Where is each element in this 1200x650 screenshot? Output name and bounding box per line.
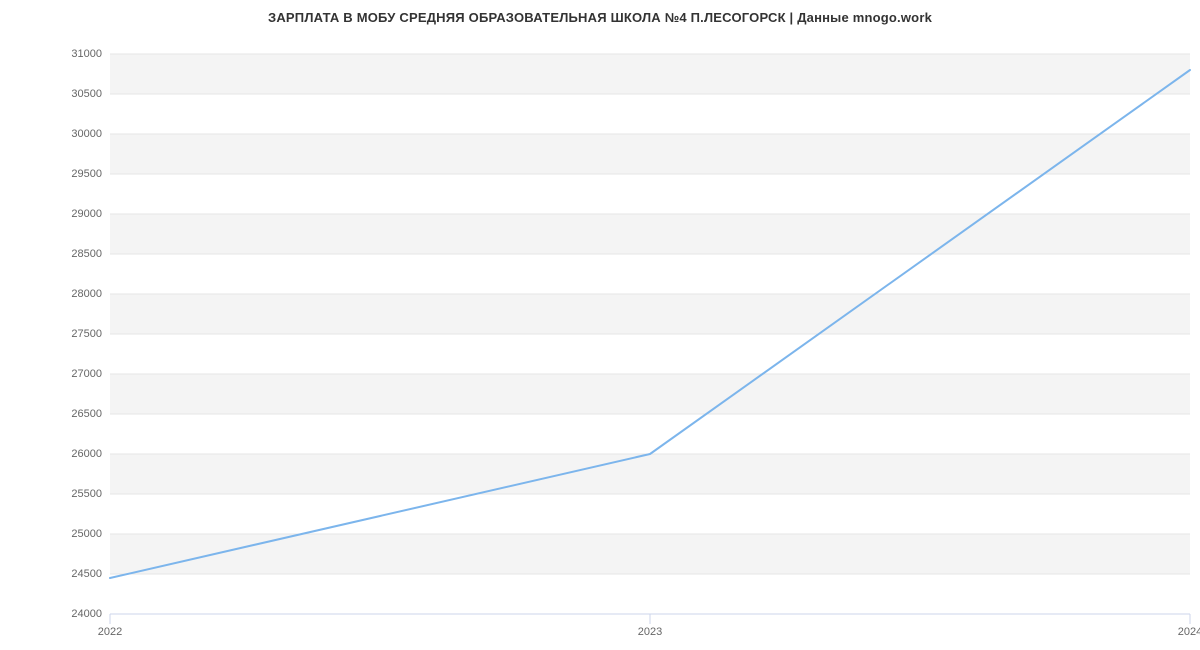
- y-tick-label: 25500: [52, 488, 102, 500]
- y-tick-label: 29500: [52, 168, 102, 180]
- y-tick-label: 24000: [52, 608, 102, 620]
- chart-title: ЗАРПЛАТА В МОБУ СРЕДНЯЯ ОБРАЗОВАТЕЛЬНАЯ …: [0, 10, 1200, 25]
- y-tick-label: 27000: [52, 368, 102, 380]
- y-tick-label: 28500: [52, 248, 102, 260]
- y-tick-label: 30000: [52, 128, 102, 140]
- y-tick-label: 29000: [52, 208, 102, 220]
- y-tick-label: 26500: [52, 408, 102, 420]
- y-tick-label: 28000: [52, 288, 102, 300]
- x-tick-label: 2024: [1178, 626, 1200, 638]
- salary-chart: ЗАРПЛАТА В МОБУ СРЕДНЯЯ ОБРАЗОВАТЕЛЬНАЯ …: [0, 0, 1200, 650]
- y-tick-label: 26000: [52, 448, 102, 460]
- y-tick-label: 27500: [52, 328, 102, 340]
- y-tick-label: 24500: [52, 568, 102, 580]
- y-tick-label: 31000: [52, 48, 102, 60]
- x-tick-label: 2023: [638, 626, 662, 638]
- chart-plot-area: [0, 0, 1200, 650]
- y-tick-label: 25000: [52, 528, 102, 540]
- y-tick-label: 30500: [52, 88, 102, 100]
- x-tick-label: 2022: [98, 626, 122, 638]
